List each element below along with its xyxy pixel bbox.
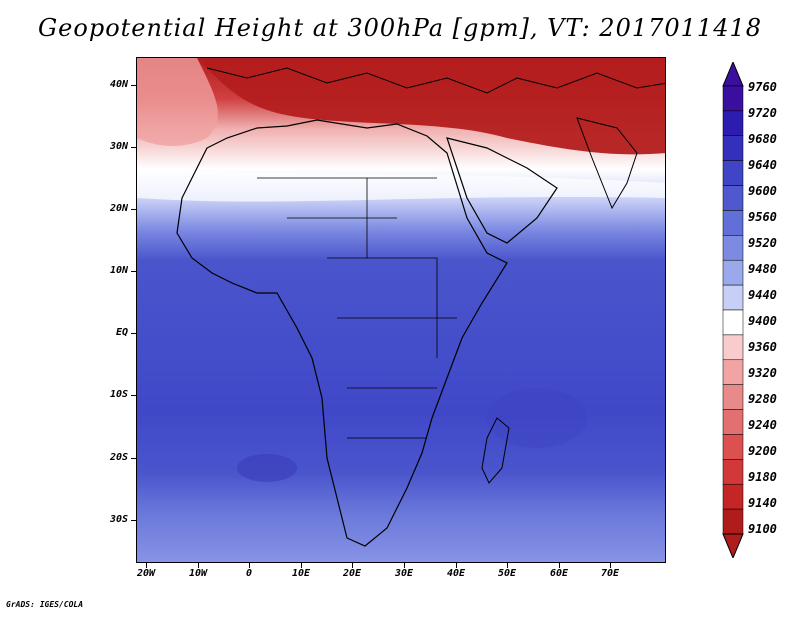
lat-tick — [131, 458, 136, 459]
lon-tick — [559, 563, 560, 568]
colorbar-label: 9440 — [748, 288, 777, 302]
colorbar-box — [722, 235, 744, 261]
lon-tick — [352, 563, 353, 568]
lat-tick — [131, 333, 136, 334]
lon-label-50e: 50E — [497, 568, 517, 579]
lat-label-20s: 20S — [109, 452, 128, 463]
pink-west — [137, 58, 218, 146]
colorbar-box — [722, 259, 744, 286]
geopotential-field — [137, 58, 665, 562]
africa-coastline — [176, 119, 508, 547]
colorbar-box — [722, 110, 744, 137]
lat-tick — [131, 147, 136, 148]
lat-tick — [131, 85, 136, 86]
lat-tick — [131, 271, 136, 272]
map-title: Geopotential Height at 300hPa [gpm], VT:… — [38, 14, 762, 42]
lat-label-10s: 10S — [109, 389, 128, 400]
lat-tick — [131, 209, 136, 210]
colorbar-box — [722, 359, 744, 385]
colorbar-box — [722, 160, 744, 186]
colorbar-label: 9560 — [748, 210, 777, 224]
europe-coastline — [206, 67, 665, 94]
colorbar-label: 9480 — [748, 262, 777, 276]
colorbar-label: 9760 — [748, 80, 777, 94]
colorbar-label: 9680 — [748, 132, 777, 146]
madagascar-coastline — [481, 417, 510, 484]
country-borders — [257, 177, 457, 439]
colorbar-box — [722, 135, 744, 161]
colorbar — [722, 62, 744, 558]
colorbar-box — [722, 185, 744, 211]
colorbar-label: 9520 — [748, 236, 777, 250]
lon-label-70e: 70E — [600, 568, 620, 579]
colorbar-label: 9100 — [748, 522, 777, 536]
colorbar-box — [722, 384, 744, 410]
lon-tick — [301, 563, 302, 568]
lon-tick — [507, 563, 508, 568]
low-indian-ocean — [487, 388, 587, 448]
colorbar-label: 9280 — [748, 392, 777, 406]
colorbar-label: 9200 — [748, 444, 777, 458]
low-south-atlantic — [237, 454, 297, 482]
lon-label-60e: 60E — [549, 568, 569, 579]
map-plot-area — [136, 57, 666, 563]
colorbar-box — [722, 434, 744, 460]
lon-tick — [249, 563, 250, 568]
lon-label-40e: 40E — [446, 568, 466, 579]
lat-label-30s: 30S — [109, 514, 128, 525]
colorbar-label: 9360 — [748, 340, 777, 354]
arabia-coastline — [446, 137, 558, 244]
lat-label-eq: EQ — [115, 327, 128, 338]
lat-label-20n: 20N — [109, 203, 128, 214]
colorbar-label: 9720 — [748, 106, 777, 120]
lon-tick — [610, 563, 611, 568]
colorbar-box — [722, 459, 744, 485]
white-band — [137, 168, 665, 202]
colorbar-label: 9140 — [748, 496, 777, 510]
lat-tick — [131, 395, 136, 396]
colorbar-label: 9240 — [748, 418, 777, 432]
lon-label-20w: 20W — [136, 568, 156, 579]
colorbar-box — [722, 409, 744, 435]
lat-label-10n: 10N — [109, 265, 128, 276]
colorbar-label: 9600 — [748, 184, 777, 198]
lat-tick — [131, 520, 136, 521]
colorbar-bottom-triangle — [722, 533, 744, 558]
lon-tick — [146, 563, 147, 568]
colorbar-top-triangle — [722, 62, 744, 87]
colorbar-label: 9640 — [748, 158, 777, 172]
colorbar-box — [722, 309, 744, 336]
lat-label-30n: 30N — [109, 141, 128, 152]
lon-label-0: 0 — [245, 568, 253, 579]
colorbar-boxes — [722, 85, 744, 535]
colorbar-label: 9400 — [748, 314, 777, 328]
lon-tick — [456, 563, 457, 568]
colorbar-label: 9320 — [748, 366, 777, 380]
grads-credit: GrADS: IGES/COLA — [6, 600, 84, 609]
colorbar-box — [722, 508, 744, 535]
colorbar-label: 9180 — [748, 470, 777, 484]
colorbar-box — [722, 85, 744, 112]
lon-label-20e: 20E — [342, 568, 362, 579]
lon-tick — [404, 563, 405, 568]
india-coastline — [576, 117, 638, 210]
red-core-north — [197, 58, 665, 155]
lon-label-10w: 10W — [188, 568, 208, 579]
colorbar-box — [722, 210, 744, 236]
lon-tick — [198, 563, 199, 568]
lat-label-40n: 40N — [109, 79, 128, 90]
colorbar-box — [722, 284, 744, 311]
lon-label-30e: 30E — [394, 568, 414, 579]
colorbar-box — [722, 334, 744, 361]
lon-label-10e: 10E — [291, 568, 311, 579]
colorbar-box — [722, 483, 744, 510]
